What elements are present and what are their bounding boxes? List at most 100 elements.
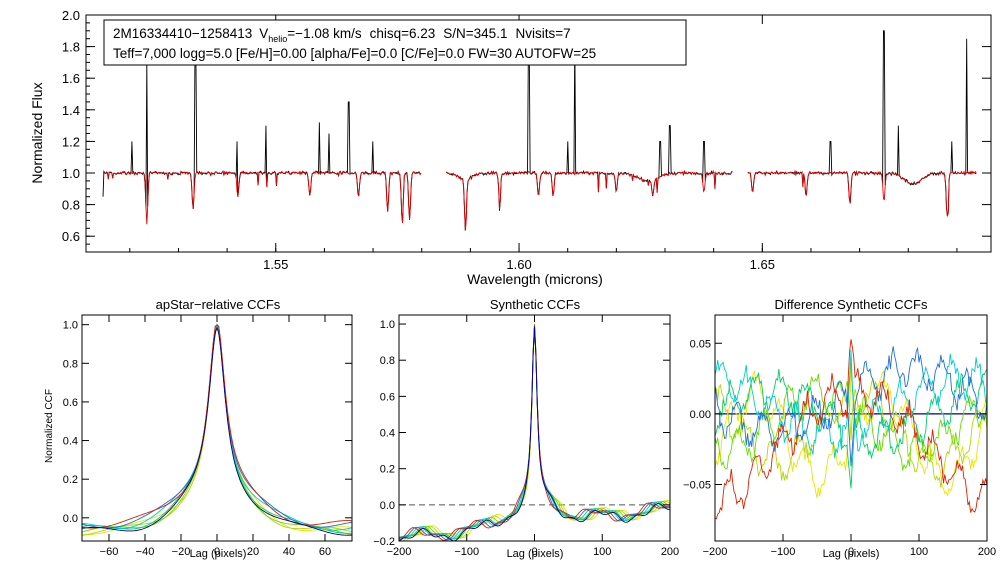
ccf-panel-difference: Difference Synthetic CCFs Lag (pixels) −… xyxy=(683,297,996,560)
ccf-ytick-label: 0.8 xyxy=(63,358,78,370)
model-spectrum-line xyxy=(103,170,422,225)
ccf-visit-line xyxy=(399,325,671,542)
spectrum-ylabel: Normalized Flux xyxy=(29,82,45,183)
ccf-visit-line xyxy=(398,326,671,540)
ccf-template-line xyxy=(398,326,671,542)
ccf-xtick-label: 100 xyxy=(910,546,928,558)
ccf-xtick-label: −20 xyxy=(172,546,191,558)
ccf-ytick-label: −0.2 xyxy=(373,536,395,548)
info-box-frame xyxy=(103,19,687,66)
ccf-ytick-label: 1.0 xyxy=(63,320,78,332)
ccf-panel-xlabel: Lag (pixels) xyxy=(190,548,247,560)
spectrum-ytick-label: 1.0 xyxy=(62,166,80,181)
ccf-frame xyxy=(714,314,988,542)
ccf-xtick-label: 100 xyxy=(593,546,611,558)
ccf-xtick-label: 40 xyxy=(283,546,295,558)
ccf-ytick-label: −0.05 xyxy=(683,480,711,492)
ccf-visit-line xyxy=(81,327,353,536)
spectrum-xtick-label: 1.60 xyxy=(506,257,531,272)
ccf-panel-ylabel: Normalized CCF xyxy=(44,389,55,463)
model-spectrum-line xyxy=(747,169,977,217)
vhelio-symbol: V xyxy=(259,26,268,41)
ccf-panel-title: Synthetic CCFs xyxy=(490,297,581,312)
ccf-ytick-label: 0.4 xyxy=(63,436,78,448)
ccf-xtick-label: 0 xyxy=(848,546,854,558)
ccf-ytick-label: 0.2 xyxy=(63,474,78,486)
ccf-xtick-label: −200 xyxy=(703,546,728,558)
ccf-xtick-label: 0 xyxy=(214,546,220,558)
ccf-ytick-label: 0.0 xyxy=(63,513,78,525)
spectrum-ytick-label: 0.8 xyxy=(62,198,80,213)
nvisits-value: Nvisits=7 xyxy=(515,26,570,41)
spectrum-xtick-label: 1.55 xyxy=(263,257,288,272)
spectrum-ytick-label: 2.0 xyxy=(62,8,80,23)
observed-spectrum-line xyxy=(747,30,977,216)
spectrum-ytick-label: 0.6 xyxy=(62,229,80,244)
ccf-visit-line xyxy=(714,346,988,467)
ccf-visit-line xyxy=(81,323,353,529)
ccf-xtick-label: −60 xyxy=(100,546,119,558)
ccf-xtick-label: 20 xyxy=(247,546,259,558)
ccf-xtick-label: 200 xyxy=(661,546,679,558)
ccf-panel-apstar-relative: apStar−relative CCFs Lag (pixels) Normal… xyxy=(44,297,353,560)
ccf-visit-line xyxy=(81,326,353,536)
vhelio-subscript: helio xyxy=(268,34,287,44)
ccf-ytick-label: 0.05 xyxy=(690,338,711,350)
spectrum-ytick-label: 1.8 xyxy=(62,40,80,55)
info-line-2: Teff=7,000 logg=5.0 [Fe/H]=0.00 [alpha/F… xyxy=(113,46,596,61)
ccf-panel-synthetic: Synthetic CCFs Lag (pixels) −200 −100 0 100… xyxy=(373,297,679,560)
ccf-ytick-label: 1.0 xyxy=(380,319,395,331)
ccf-xtick-label: 0 xyxy=(531,546,537,558)
ccf-visit-line xyxy=(81,324,353,534)
ccf-visit-line xyxy=(398,324,671,541)
ccf-panel-xlabel: Lag (pixels) xyxy=(507,548,564,560)
ccf-xtick-label: −100 xyxy=(454,546,479,558)
spectrum-ytick-label: 1.6 xyxy=(62,71,80,86)
ccf-frame xyxy=(81,314,353,542)
ccf-plot-area xyxy=(398,323,671,542)
ccf-panel-xlabel: Lag (pixels) xyxy=(823,548,880,560)
ccf-panel-title: Difference Synthetic CCFs xyxy=(775,297,928,312)
ccf-xtick-label: 60 xyxy=(319,546,331,558)
spectrum-ytick-label: 1.2 xyxy=(62,134,80,149)
ccf-visit-line xyxy=(81,324,353,529)
ccf-ytick-label: 0.0 xyxy=(380,500,395,512)
ccf-visit-line xyxy=(398,324,671,540)
ccf-visit-line xyxy=(399,323,671,542)
spectrum-plot-area xyxy=(102,30,977,231)
ccf-visit-line xyxy=(81,325,353,535)
model-spectrum-line xyxy=(445,169,733,231)
ccf-xtick-label: 200 xyxy=(978,546,996,558)
ccf-panel-title: apStar−relative CCFs xyxy=(156,297,281,312)
ccf-xtick-label: −200 xyxy=(387,546,412,558)
ccf-visit-line xyxy=(398,326,671,541)
ccf-plot-area xyxy=(81,323,353,536)
observed-spectrum-line xyxy=(102,46,422,223)
observed-spectrum-line xyxy=(446,38,733,231)
ccf-visit-line xyxy=(714,339,988,520)
ccf-xtick-label: −40 xyxy=(136,546,155,558)
spectrum-panel: 1.55 1.60 1.65 0.6 0.8 1.0 1.2 1.4 1.6 1.8 2.0 Nor… xyxy=(29,8,992,287)
spectrum-xtick-label: 1.65 xyxy=(750,257,775,272)
spectrum-info-box: 2M16334410−1258413 Vhelio=−1.08 km/s chisq… xyxy=(103,19,687,66)
ccf-xtick-label: −100 xyxy=(771,546,796,558)
ccf-ytick-label: 0.2 xyxy=(380,464,395,476)
ccf-template-line xyxy=(81,326,353,536)
ccf-ytick-label: 0.00 xyxy=(690,409,711,421)
snr-value: S/N=345.1 xyxy=(443,26,507,41)
spectrum-xlabel: Wavelength (microns) xyxy=(467,271,603,287)
ccf-visit-line xyxy=(714,368,988,489)
ccf-ytick-label: 0.6 xyxy=(63,397,78,409)
ccf-ytick-label: 0.4 xyxy=(380,428,395,440)
ccf-ytick-label: 0.8 xyxy=(380,355,395,367)
vhelio-value: =−1.08 km/s xyxy=(287,26,362,41)
spectrum-ytick-label: 1.4 xyxy=(62,103,80,118)
ccf-visit-line xyxy=(399,329,671,542)
ccf-visit-line xyxy=(714,378,988,488)
ccf-visit-line xyxy=(81,323,353,531)
info-line-1: 2M16334410−1258413 Vhelio=−1.08 km/s chisq… xyxy=(113,26,571,44)
star-id: 2M16334410−1258413 xyxy=(113,26,252,41)
ccf-plot-area xyxy=(714,339,988,520)
ccf-frame xyxy=(398,314,671,542)
